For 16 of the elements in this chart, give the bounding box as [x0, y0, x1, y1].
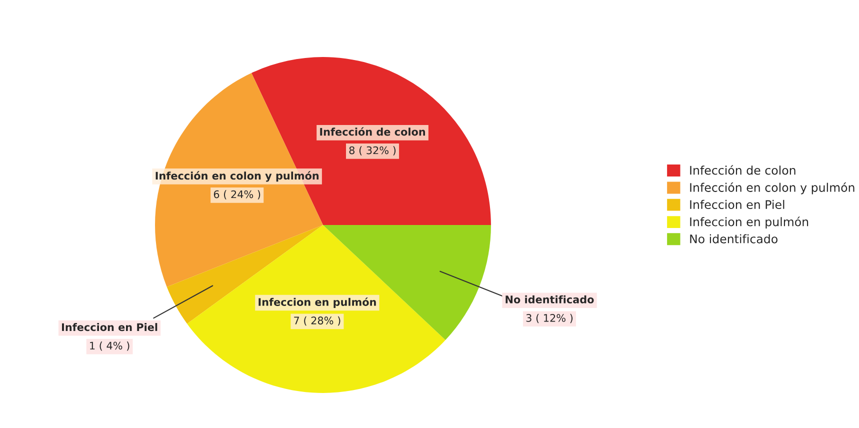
slice-label: Infeccion en pulmón [258, 297, 376, 308]
slice-label: Infección en colon y pulmón [156, 171, 319, 182]
legend-label: No identificado [690, 234, 778, 244]
data-label: 6 ( 24% ) [214, 190, 260, 200]
data-label: 8 ( 32% ) [349, 146, 396, 156]
legend-label: Infeccion en Piel [690, 200, 784, 210]
slice-label: No identificado [506, 295, 594, 304]
legend-label: Infeccion en pulmón [690, 216, 808, 229]
legend-label: Infección en colon y pulmón [690, 182, 854, 194]
slice-label: Infeccion en Piel [62, 323, 158, 332]
slice-label: Infección de colon [320, 127, 426, 136]
data-label: 3 ( 12% ) [526, 314, 573, 324]
data-label: 1 ( 4% ) [90, 342, 130, 351]
legend-label: Infección de colon [690, 165, 796, 175]
pie-slice [187, 225, 446, 393]
data-label: 7 ( 28% ) [294, 316, 340, 326]
